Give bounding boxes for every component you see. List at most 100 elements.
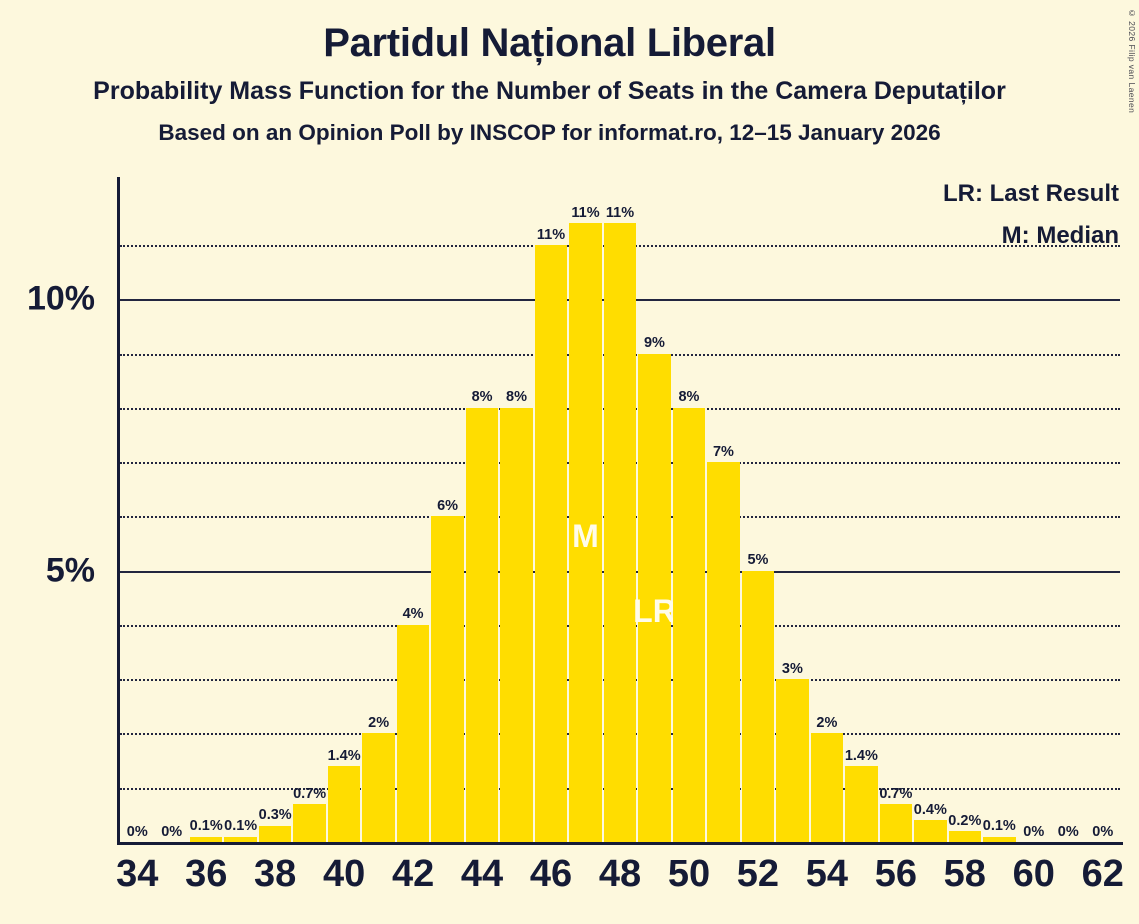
- bar-value-label: 8%: [506, 389, 528, 406]
- x-tick-label: 52: [736, 853, 780, 895]
- bar-slot[interactable]: 11%: [603, 180, 637, 842]
- bar-slot[interactable]: 0%: [1051, 180, 1085, 842]
- bar-slot[interactable]: 1.4%: [844, 180, 878, 842]
- page-title: Partidul Național Liberal: [323, 21, 776, 65]
- x-tick-label: 44: [460, 853, 504, 895]
- bar[interactable]: [534, 245, 568, 842]
- x-tick-label: 46: [529, 853, 573, 895]
- x-tick-label: 34: [116, 853, 159, 895]
- bar-value-label: 2%: [368, 714, 390, 731]
- y-tick-label: 10%: [26, 279, 95, 318]
- x-tick-label: 58: [943, 853, 986, 895]
- x-tick-label: 62: [1081, 853, 1124, 895]
- bar-value-label: 9%: [643, 335, 665, 352]
- bar[interactable]: [983, 836, 1016, 842]
- bar-value-label: 0.1%: [189, 818, 223, 835]
- bar-slot[interactable]: 6%: [430, 180, 464, 842]
- bar-slot[interactable]: 8%: [672, 180, 706, 842]
- bar[interactable]: [224, 836, 257, 842]
- x-tick-label: 40: [322, 853, 366, 895]
- bar-value-label: 0%: [1057, 823, 1079, 840]
- x-tick-label: 48: [598, 853, 642, 895]
- bar[interactable]: [810, 733, 844, 842]
- bar-value-label: 0.7%: [293, 785, 327, 802]
- bar[interactable]: [672, 407, 706, 842]
- bar[interactable]: [638, 353, 671, 842]
- bar-value-label: 0.2%: [948, 812, 982, 829]
- bar-slot[interactable]: 0.7%: [292, 180, 326, 842]
- bar[interactable]: [500, 407, 533, 842]
- x-tick-label: 60: [1012, 853, 1055, 895]
- chart-header: Partidul Național Liberal Probability Ma…: [0, 0, 1099, 145]
- chart-legend: LR: Last Result M: Median: [943, 182, 1119, 248]
- x-tick-label: 54: [805, 853, 849, 895]
- bar-slot[interactable]: 0%: [1017, 180, 1051, 842]
- y-axis-line: [117, 177, 120, 845]
- legend-item-last-result: LR: Last Result: [942, 180, 1119, 207]
- bar-slot[interactable]: 0.1%: [223, 180, 257, 842]
- bar-slot[interactable]: 3%: [775, 180, 809, 842]
- bar-slot[interactable]: 0%: [154, 180, 188, 842]
- bar-value-label: 0.1%: [224, 818, 258, 835]
- bar-slot[interactable]: 11%: [534, 180, 568, 842]
- bar-slot[interactable]: 0.4%: [913, 180, 947, 842]
- bar[interactable]: [603, 223, 637, 842]
- bar[interactable]: [879, 804, 913, 842]
- bar-slot[interactable]: 0.1%: [189, 180, 223, 842]
- x-tick-label: 56: [874, 853, 917, 895]
- bar-value-label: 11%: [605, 204, 635, 221]
- bar[interactable]: [948, 831, 982, 842]
- bar-slot[interactable]: 0.2%: [948, 180, 982, 842]
- bar[interactable]: [258, 825, 292, 842]
- bar-value-label: 0.3%: [258, 807, 292, 824]
- chart-source-note: Based on an Opinion Poll by INSCOP for i…: [158, 120, 941, 146]
- bar-slot[interactable]: 0.7%: [879, 180, 913, 842]
- bar-slot[interactable]: 4%: [396, 180, 430, 842]
- bar-value-label: 2%: [816, 714, 838, 731]
- chart-subtitle: Probability Mass Function for the Number…: [93, 77, 1006, 105]
- bar-slot[interactable]: 7%: [706, 180, 740, 842]
- bar-slot[interactable]: 9% LR: [633, 180, 676, 842]
- bar-value-label: 1.4%: [844, 747, 878, 764]
- median-marker: M: [572, 518, 599, 554]
- x-tick-label: 42: [391, 853, 435, 895]
- bar[interactable]: [396, 624, 430, 842]
- bar[interactable]: [327, 766, 361, 842]
- bar[interactable]: [465, 407, 499, 842]
- bar-slot[interactable]: 11% M: [568, 180, 602, 842]
- bar-value-label: 1.4%: [327, 747, 361, 764]
- bar-value-label: 8%: [678, 389, 700, 406]
- bar-value-label: 5%: [747, 552, 769, 569]
- bar[interactable]: [431, 516, 464, 842]
- bar-slot[interactable]: 5%: [741, 180, 775, 842]
- legend-item-median: M: Median: [1001, 222, 1119, 249]
- last-result-marker: LR: [633, 593, 676, 629]
- bar[interactable]: [707, 462, 740, 842]
- bar-value-label: 0%: [1023, 823, 1045, 840]
- bar-value-label: 0%: [126, 823, 148, 840]
- bar[interactable]: [362, 733, 395, 842]
- bar-slot[interactable]: 2%: [810, 180, 844, 842]
- plot-area: 5% 10% 0% 0% 0.1% 0.1% 0.3% 0.7% 1.4% 2% 4% 6% 8% 8%…: [27, 177, 1123, 845]
- bar[interactable]: [776, 679, 809, 842]
- bar-slot[interactable]: 8%: [499, 180, 533, 842]
- bar-value-label: 0.4%: [913, 801, 947, 818]
- bar-value-label: 11%: [571, 204, 600, 221]
- bar[interactable]: [189, 836, 223, 842]
- bar-slot[interactable]: 0.3%: [258, 180, 292, 842]
- bar-slot[interactable]: 8%: [465, 180, 499, 842]
- bar-slot[interactable]: 0%: [120, 180, 154, 842]
- bar-slot[interactable]: 0.1%: [982, 180, 1016, 842]
- bar[interactable]: [845, 766, 878, 842]
- bar-slot[interactable]: 0%: [1086, 180, 1120, 842]
- x-axis-line: [117, 842, 1123, 845]
- bar[interactable]: [569, 223, 602, 842]
- bars-group: 0% 0% 0.1% 0.1% 0.3% 0.7% 1.4% 2% 4% 6% 8% 8% 11% 11%…: [120, 180, 1120, 842]
- bar-slot[interactable]: 1.4%: [327, 180, 361, 842]
- bar-value-label: 8%: [471, 389, 493, 406]
- bar[interactable]: [293, 804, 326, 842]
- x-tick-label: 36: [185, 853, 228, 895]
- bar[interactable]: [741, 570, 775, 842]
- bar-slot[interactable]: 2%: [361, 180, 395, 842]
- bar[interactable]: [914, 820, 947, 842]
